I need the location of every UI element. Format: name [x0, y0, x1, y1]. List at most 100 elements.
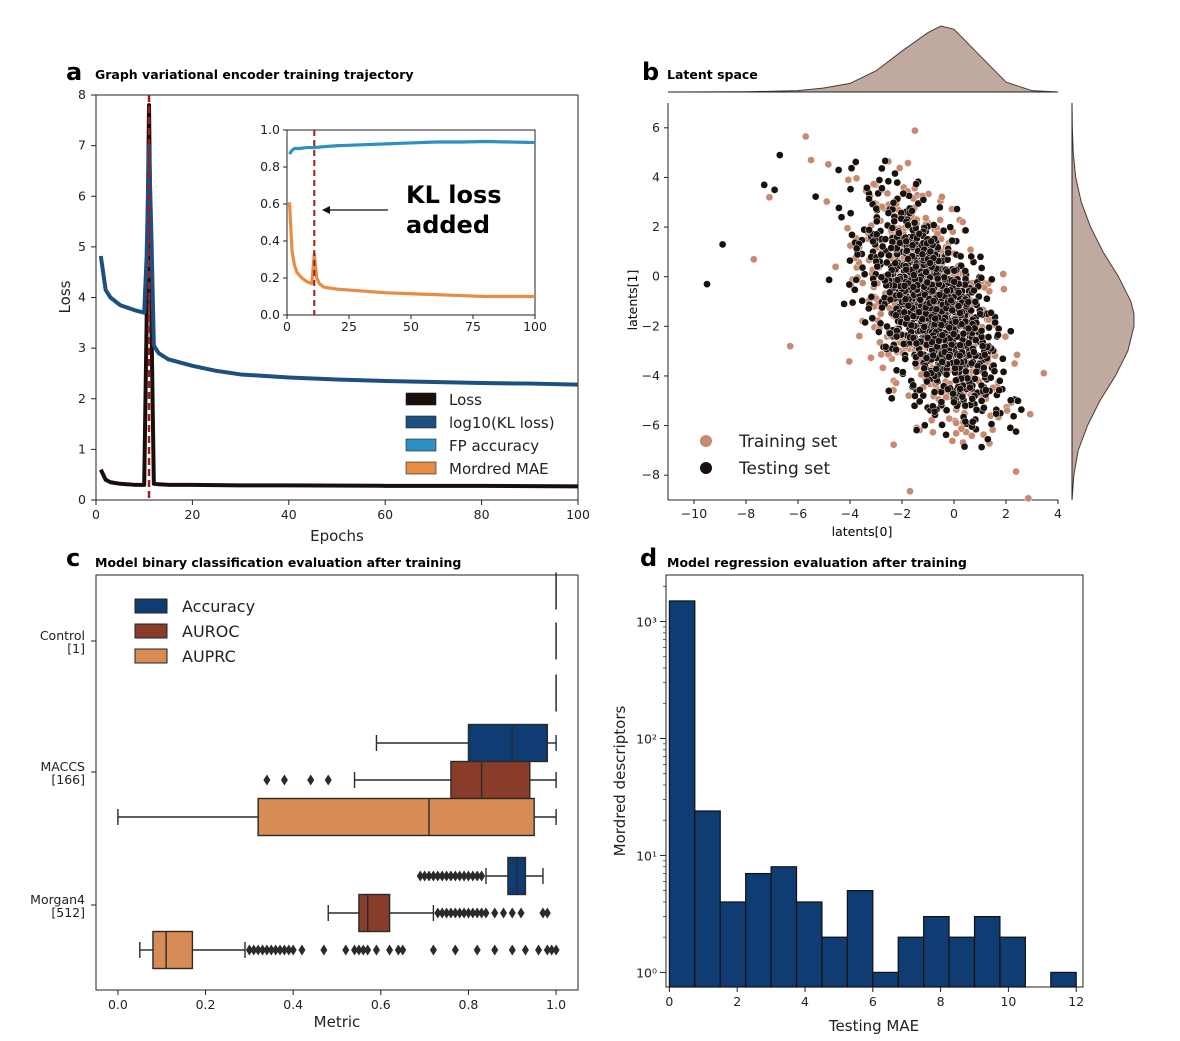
- point-test: [945, 323, 954, 332]
- legend-swatch-mordred: [405, 461, 437, 475]
- point-test: [878, 242, 887, 251]
- flier-auroc: [539, 907, 547, 919]
- point-test: [922, 354, 931, 362]
- flier-auroc: [280, 774, 288, 786]
- y-tick-label: −6: [642, 418, 660, 433]
- legend-swatch-fp: [405, 438, 437, 452]
- outlier-point-test: [718, 240, 727, 249]
- box-accuracy: [467, 723, 549, 763]
- point-test: [984, 435, 992, 444]
- legend-swatch-auroc: [134, 623, 168, 639]
- point-test: [914, 308, 923, 317]
- marginal-y-density: [1071, 102, 1135, 501]
- point-test: [930, 388, 939, 397]
- outlier-point-train: [749, 255, 758, 264]
- x-tick-label: −8: [737, 506, 755, 521]
- point-test: [961, 367, 970, 376]
- point-test: [998, 354, 1007, 363]
- point-test: [872, 230, 881, 239]
- panel-a-inset-series: [287, 130, 536, 315]
- point-test: [939, 226, 948, 235]
- point-test: [929, 351, 938, 360]
- point-train: [906, 487, 914, 496]
- point-test: [1006, 327, 1015, 336]
- flier-auprc: [394, 944, 402, 956]
- flier-accuracy: [464, 870, 472, 882]
- legend-swatch-kl: [405, 415, 437, 429]
- point-test: [937, 321, 946, 329]
- flier-auroc: [543, 907, 551, 919]
- inset-y-tick-label: 0.0: [260, 307, 280, 322]
- point-test: [971, 297, 980, 306]
- point-test: [875, 176, 884, 184]
- flier-auprc: [386, 944, 394, 956]
- inset-y-tick-label: 1.0: [260, 122, 280, 137]
- flier-auroc: [469, 907, 477, 919]
- point-test: [869, 237, 877, 246]
- point-test: [949, 330, 958, 338]
- y-tick-label: 3: [78, 340, 86, 355]
- point-test: [890, 217, 899, 226]
- panel-a-title: Graph variational encoder training traje…: [95, 67, 414, 82]
- legend-marker-test: [700, 462, 712, 474]
- outlier-point-test: [775, 151, 784, 159]
- legend-label-test: Testing set: [738, 459, 830, 479]
- flier-auroc: [482, 907, 490, 919]
- histogram-bar: [719, 901, 747, 988]
- flier-auprc: [451, 944, 459, 956]
- category-label: Control: [40, 628, 85, 643]
- x-tick-label: 0.2: [196, 997, 216, 1012]
- flier-auroc: [491, 907, 499, 919]
- point-test: [1014, 397, 1022, 405]
- point-test: [968, 394, 977, 403]
- flier-auroc: [500, 907, 508, 919]
- outlier-point-test: [760, 181, 769, 189]
- point-test: [909, 283, 918, 291]
- histogram-bar: [668, 600, 696, 988]
- flier-auprc: [364, 944, 372, 956]
- histogram-bar: [897, 936, 925, 988]
- inset-x-tick-label: 50: [403, 319, 419, 334]
- point-test: [892, 345, 900, 354]
- point-test: [980, 403, 988, 412]
- panel-a-legend: Loss log10(KL loss) FP accuracy Mordred MAE: [405, 391, 555, 478]
- y-tick-label: 6: [78, 188, 86, 203]
- point-test: [960, 442, 969, 451]
- flier-auroc: [434, 907, 442, 919]
- panel-b-marginal-x: [667, 25, 1059, 93]
- panel-a-inset-ticks: 0 25 50 75 100 0.0 0.2 0.4 0.6 0.8 1.0: [260, 122, 547, 334]
- point-test: [893, 178, 902, 187]
- point-test: [867, 293, 876, 301]
- point-train: [892, 379, 900, 387]
- point-test: [971, 336, 980, 344]
- point-test: [840, 300, 848, 308]
- x-tick-label: 4: [801, 994, 809, 1009]
- point-test: [949, 389, 957, 398]
- point-test: [895, 238, 904, 247]
- y-tick-label: −2: [642, 318, 660, 333]
- point-test: [999, 368, 1008, 376]
- legend-label-kl: log10(KL loss): [449, 414, 555, 432]
- inset-y-tick-label: 0.2: [260, 270, 280, 285]
- flier-auprc: [429, 944, 437, 956]
- point-test: [944, 248, 953, 257]
- point-test: [981, 386, 990, 395]
- point-test: [902, 265, 911, 274]
- inset-annotation-line2: added: [406, 211, 490, 239]
- series-line-loss: [99, 103, 579, 489]
- point-train: [921, 214, 930, 222]
- x-tick-label: 0: [92, 507, 100, 522]
- point-train: [1003, 406, 1012, 415]
- flier-auprc: [320, 944, 328, 956]
- point-test: [887, 394, 896, 403]
- flier-accuracy: [438, 870, 446, 882]
- point-test: [992, 409, 1001, 418]
- point-train: [858, 279, 867, 287]
- point-test: [918, 315, 927, 324]
- point-test: [881, 157, 890, 165]
- legend-swatch-auprc: [134, 648, 168, 664]
- histogram-bar: [923, 915, 950, 988]
- point-train: [852, 174, 861, 183]
- panel-d-bars: [668, 600, 1077, 988]
- x-tick-label: 12: [1068, 994, 1084, 1009]
